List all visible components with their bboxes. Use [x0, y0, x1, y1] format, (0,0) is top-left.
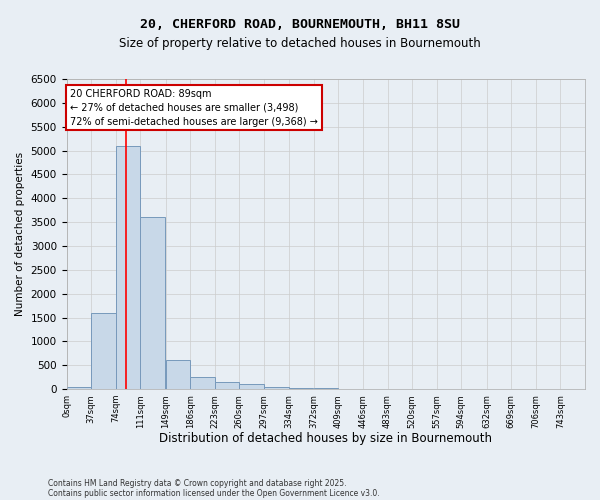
Text: Size of property relative to detached houses in Bournemouth: Size of property relative to detached ho… — [119, 38, 481, 51]
Bar — [91, 313, 116, 389]
Bar — [190, 377, 215, 389]
Bar — [289, 388, 313, 389]
X-axis label: Distribution of detached houses by size in Bournemouth: Distribution of detached houses by size … — [159, 432, 492, 445]
Bar — [215, 382, 239, 389]
Bar — [140, 218, 165, 389]
Bar — [314, 388, 338, 389]
Text: 20 CHERFORD ROAD: 89sqm
← 27% of detached houses are smaller (3,498)
72% of semi: 20 CHERFORD ROAD: 89sqm ← 27% of detache… — [70, 88, 318, 126]
Bar — [239, 384, 264, 389]
Bar — [116, 146, 140, 389]
Text: Contains HM Land Registry data © Crown copyright and database right 2025.: Contains HM Land Registry data © Crown c… — [48, 478, 347, 488]
Bar — [166, 360, 190, 389]
Text: 20, CHERFORD ROAD, BOURNEMOUTH, BH11 8SU: 20, CHERFORD ROAD, BOURNEMOUTH, BH11 8SU — [140, 18, 460, 30]
Bar — [67, 386, 91, 389]
Bar — [264, 386, 289, 389]
Text: Contains public sector information licensed under the Open Government Licence v3: Contains public sector information licen… — [48, 488, 380, 498]
Y-axis label: Number of detached properties: Number of detached properties — [15, 152, 25, 316]
